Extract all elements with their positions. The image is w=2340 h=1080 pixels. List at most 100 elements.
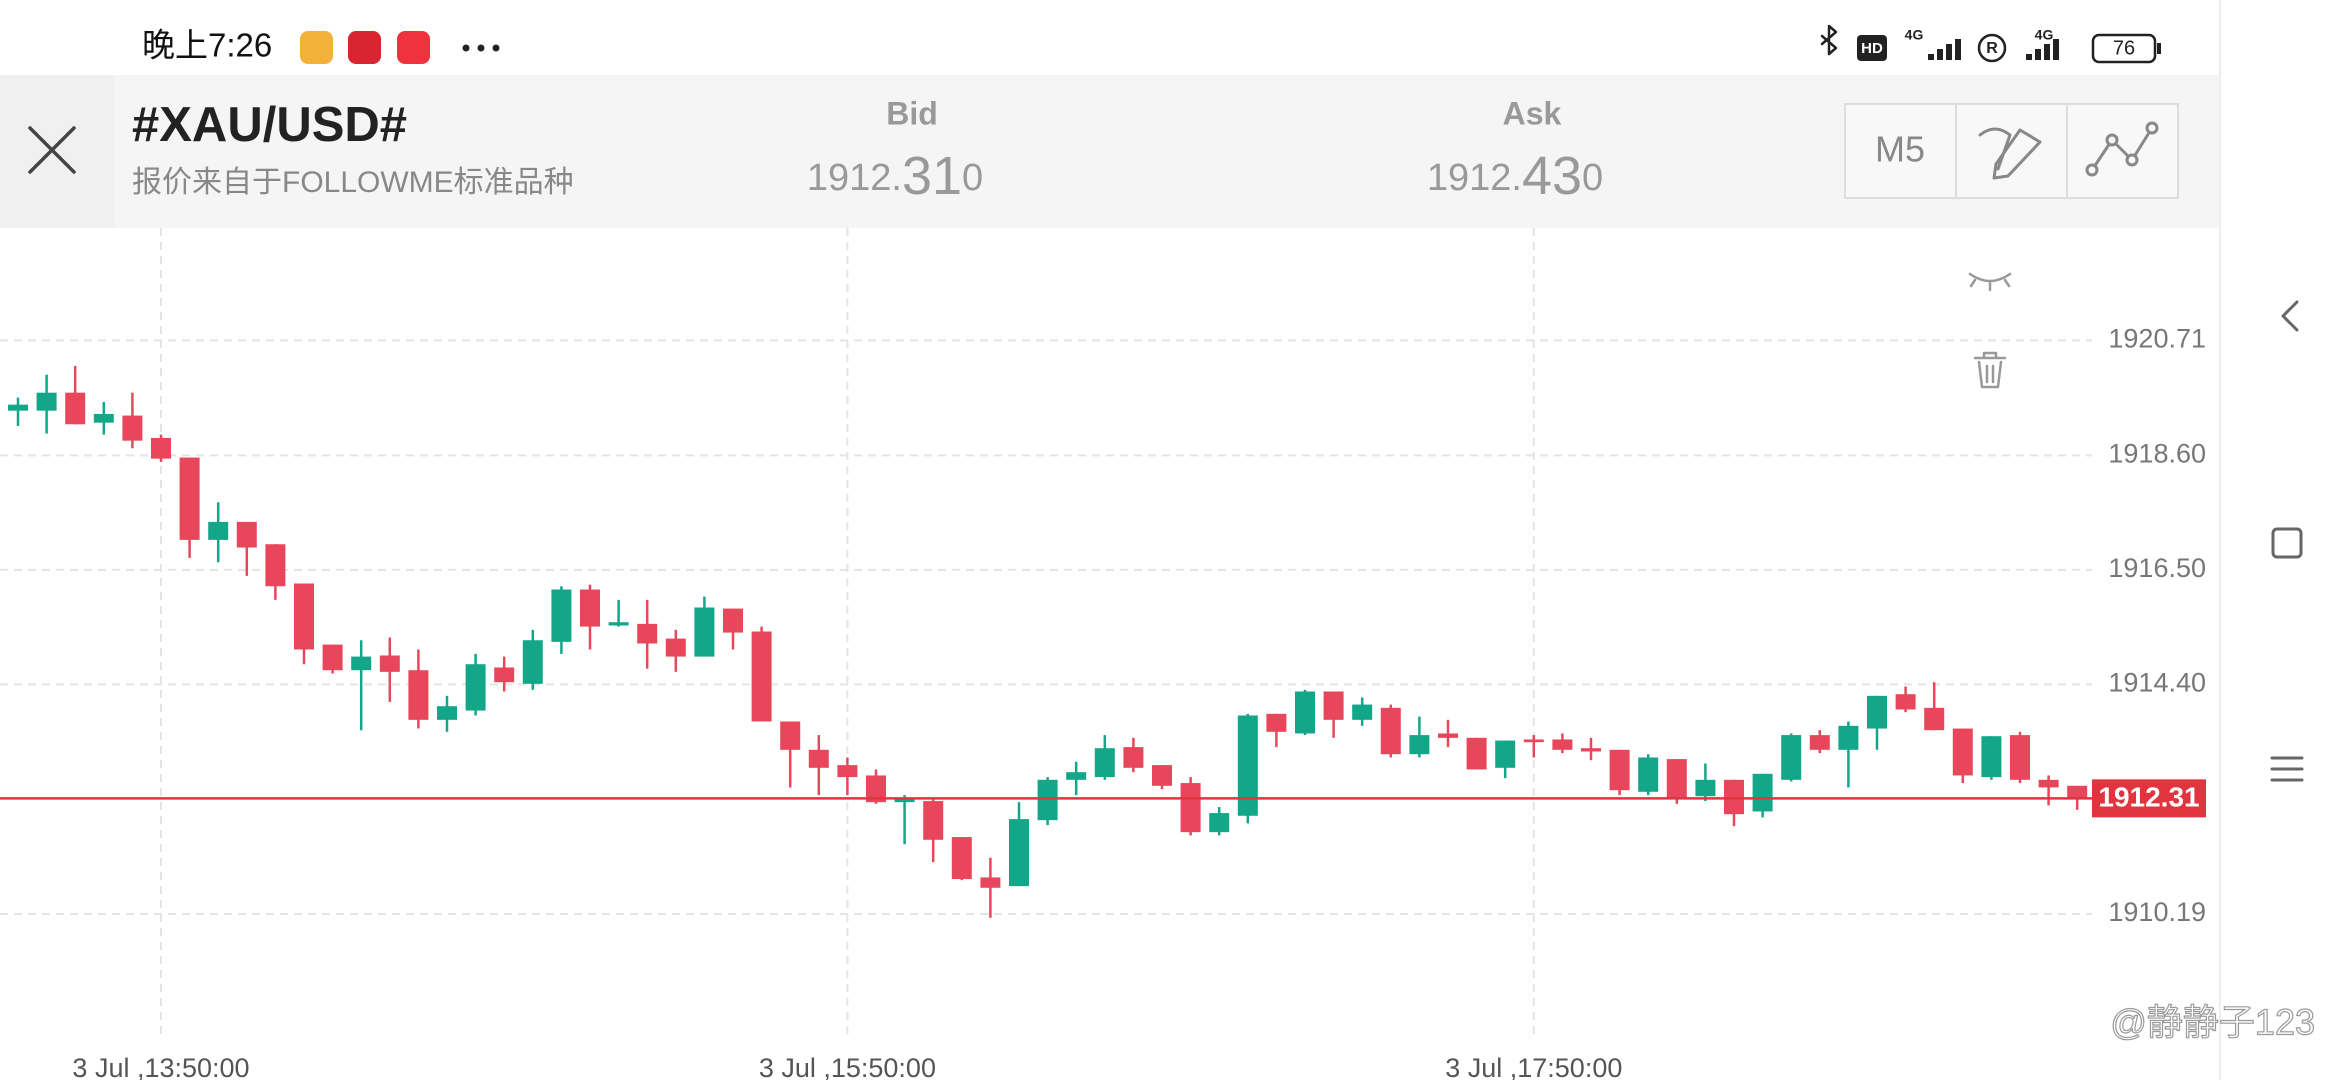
candle-body xyxy=(1009,819,1029,887)
candle-body xyxy=(1809,735,1830,750)
candle-body xyxy=(294,583,314,650)
hd-badge xyxy=(1857,35,1887,61)
registered-icon xyxy=(1977,33,2007,63)
candle-body xyxy=(93,413,114,423)
candle-body xyxy=(1523,739,1544,743)
candle-body xyxy=(980,877,1001,888)
network-label: 4G xyxy=(2035,27,2054,43)
candle-body xyxy=(1123,747,1144,768)
more-dot xyxy=(477,44,485,52)
candle-body xyxy=(1237,715,1258,816)
candle-body xyxy=(36,392,57,411)
candle-body xyxy=(1638,757,1659,792)
quote-source: 报价来自于FOLLOWME标准品种 xyxy=(132,166,574,199)
candle-body xyxy=(951,837,972,880)
candle-body xyxy=(379,655,400,672)
draw-tool-button[interactable] xyxy=(1978,127,2042,180)
candle-body xyxy=(923,801,944,840)
candle-body xyxy=(1924,707,1945,731)
bid-price: 1912.310 xyxy=(807,146,983,206)
battery xyxy=(2091,33,2157,64)
indicator-dot xyxy=(2145,121,2159,135)
candle-body xyxy=(837,765,858,778)
indicator-button[interactable] xyxy=(2090,126,2154,172)
timeframe-button[interactable]: M5 xyxy=(1875,129,1925,170)
candle-body xyxy=(122,415,143,441)
candle-body xyxy=(580,589,600,627)
candle-body xyxy=(522,640,543,684)
close-icon[interactable] xyxy=(28,126,76,174)
indicator-dot xyxy=(2125,153,2139,167)
candle-body xyxy=(1152,765,1172,786)
hide-button[interactable] xyxy=(1968,272,2012,292)
candle-body xyxy=(608,622,629,626)
candle-body xyxy=(1438,733,1458,738)
price-part: 31 xyxy=(902,146,962,206)
price-part: 1912. xyxy=(1427,157,1522,199)
indicator-dot xyxy=(2105,133,2119,147)
candle-body xyxy=(1352,704,1373,720)
candle-body xyxy=(637,623,658,644)
nav-home[interactable] xyxy=(2271,527,2303,559)
candle-body xyxy=(894,799,915,803)
candle-body xyxy=(1552,739,1573,750)
ask-price: 1912.430 xyxy=(1427,146,1603,206)
nav-back[interactable] xyxy=(2281,300,2299,332)
app-icon xyxy=(348,31,381,64)
more-dot xyxy=(492,44,500,52)
candle-body xyxy=(665,638,686,657)
candle-body xyxy=(1666,759,1687,800)
candle-body xyxy=(694,607,715,657)
app-icon xyxy=(300,31,333,64)
candle-body xyxy=(265,544,286,587)
candle-body xyxy=(322,644,343,671)
candle-body xyxy=(1466,737,1487,770)
candle-body xyxy=(1209,813,1230,833)
price-part: 0 xyxy=(962,157,983,199)
candle-body xyxy=(1838,725,1859,750)
candle-body xyxy=(2038,779,2059,788)
status-time: 晚上7:26 xyxy=(142,27,272,64)
candle-body xyxy=(2067,785,2088,800)
candle-body xyxy=(751,631,772,722)
app-icon xyxy=(397,31,430,64)
more-dot xyxy=(462,44,470,52)
price-part: 1912. xyxy=(807,157,902,199)
indicator-dot xyxy=(2085,163,2099,177)
price-part: 0 xyxy=(1582,157,1603,199)
candle-body xyxy=(1180,783,1201,833)
candle-body xyxy=(1895,694,1916,710)
candle-body xyxy=(1581,748,1601,752)
candle-body xyxy=(1867,695,1887,729)
candle-body xyxy=(1981,736,2002,778)
candle-body xyxy=(408,670,429,720)
candle-body xyxy=(551,589,572,642)
candle-body xyxy=(1066,772,1087,780)
candle-body xyxy=(1266,713,1287,732)
y-tick-label: 1910.19 xyxy=(2108,897,2206,927)
candle-body xyxy=(1380,707,1401,755)
candle-body xyxy=(1295,691,1315,734)
candle-body xyxy=(1752,773,1773,812)
candle-body xyxy=(437,706,457,720)
symbol: #XAU/USD# xyxy=(132,98,407,152)
candle-body xyxy=(465,664,486,711)
delete-button[interactable] xyxy=(1973,351,2007,389)
nav-menu[interactable] xyxy=(2270,756,2304,782)
candle-body xyxy=(351,656,372,671)
candle-body xyxy=(780,721,801,750)
candle-body xyxy=(2010,735,2030,780)
watermark: @静静子123 xyxy=(2110,1002,2315,1043)
network-label: 4G xyxy=(1905,27,1924,43)
candle-body xyxy=(1323,691,1344,720)
candle-body xyxy=(179,457,200,540)
y-tick-label: 1914.40 xyxy=(2108,668,2206,698)
x-tick-label: 3 Jul ,15:50:00 xyxy=(759,1053,936,1080)
close-area[interactable] xyxy=(0,75,115,228)
price-part: 43 xyxy=(1522,146,1582,206)
candle-body xyxy=(1695,779,1716,797)
candle-body xyxy=(494,667,515,683)
plot: 1920.71 1918.60 1916.50 1914.40 1910.19 3 Jul… xyxy=(0,228,2206,1080)
r-mark: R xyxy=(1986,40,1998,57)
